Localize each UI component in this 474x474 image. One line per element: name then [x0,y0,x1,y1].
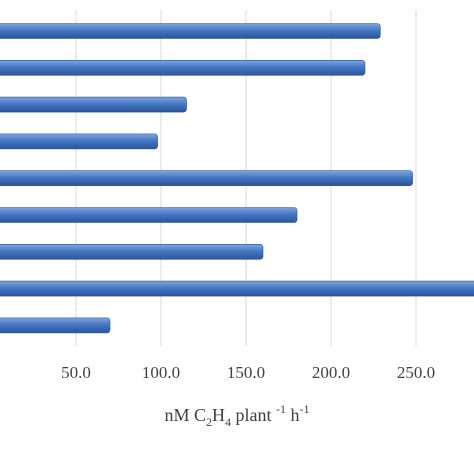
bar [0,280,474,297]
x-tick-label: 200.0 [312,363,350,382]
x-tick-label: 250.0 [397,363,435,382]
bar [0,96,187,113]
bar [0,60,366,76]
x-tick-label: 100.0 [142,363,180,382]
bars [0,23,474,334]
bar [0,317,111,334]
bar [0,207,298,223]
bar [0,244,264,260]
x-tick-label: 50.0 [61,363,91,382]
bar [0,133,158,150]
bar [0,170,413,186]
x-tick-label: 150.0 [227,363,265,382]
bar [0,23,381,39]
x-axis-title: nM C2H4 plant -1 h-1 [164,402,309,429]
